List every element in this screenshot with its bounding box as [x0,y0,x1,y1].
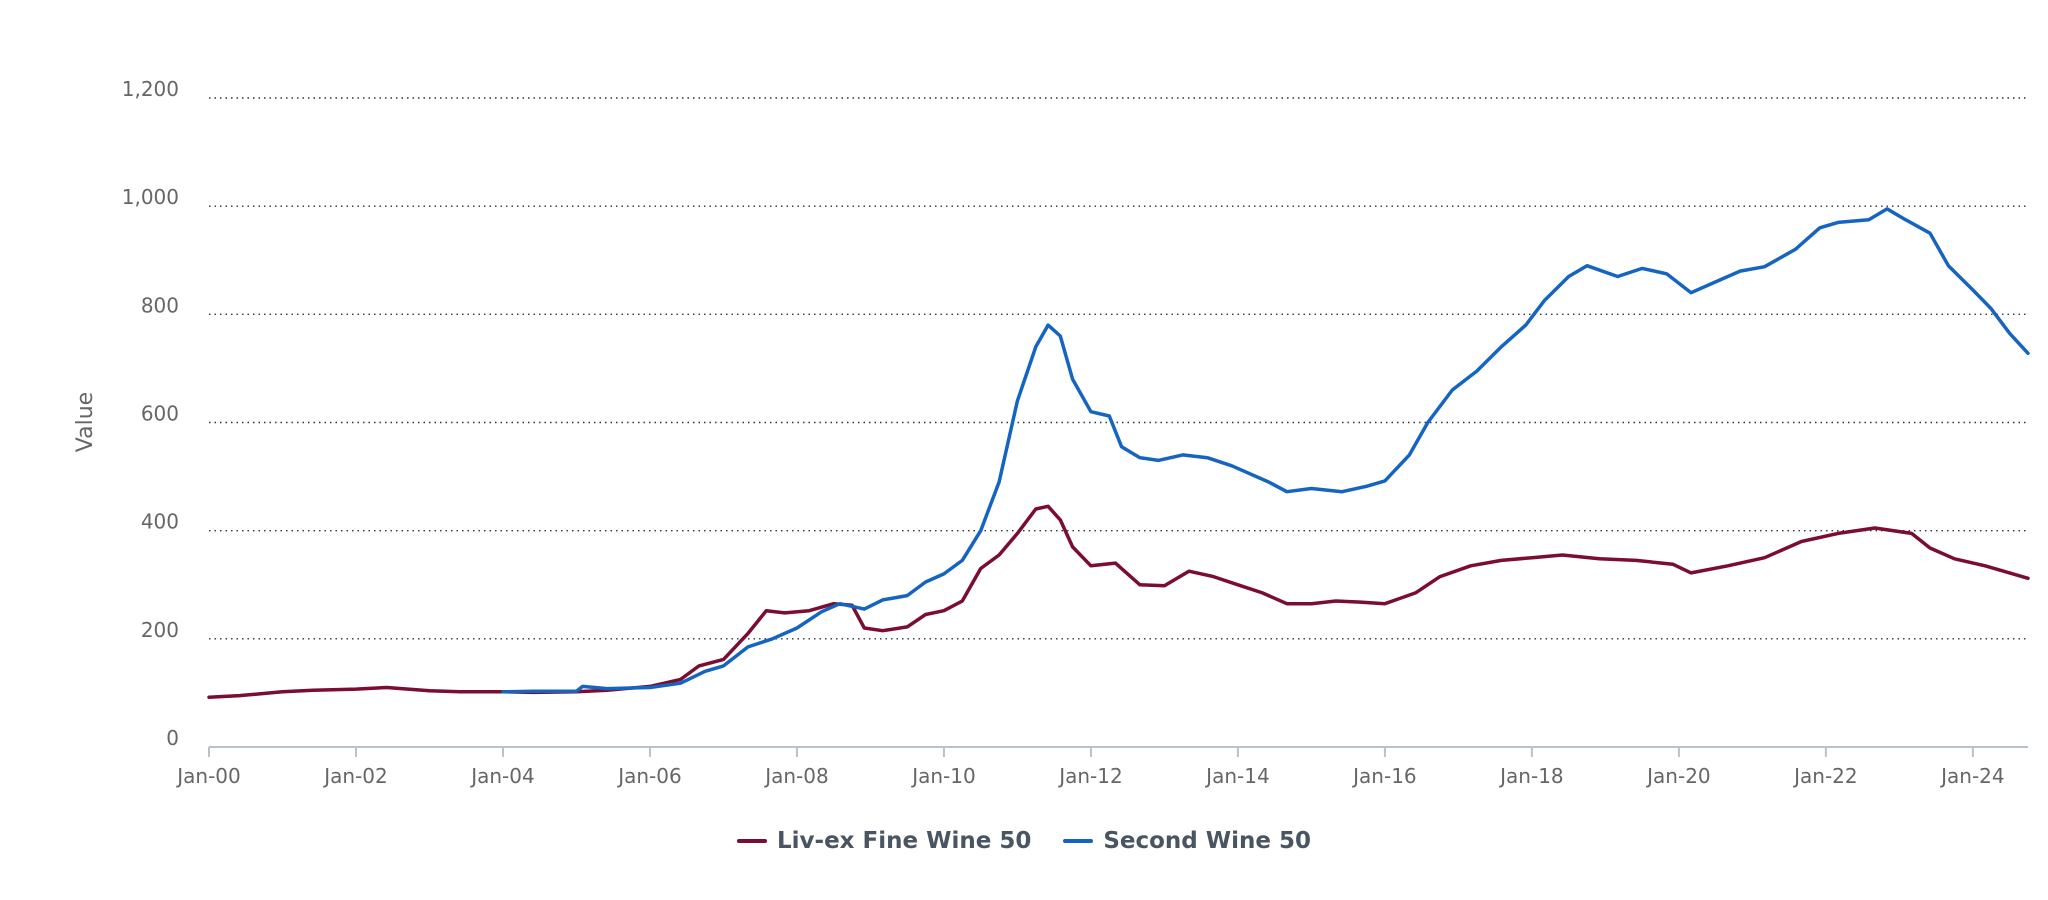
x-tick-label: Jan-16 [1351,764,1417,788]
x-tick-label: Jan-06 [616,764,682,788]
legend-label: Second Wine 50 [1103,828,1312,854]
x-axis-ticks: Jan-00 Jan-02 Jan-04 Jan-06 Jan-08 Jan-10 Jan-… [175,747,2005,788]
series-line-liv-ex-fine-wine-50[interactable] [207,504,2030,699]
x-tick-label: Jan-24 [1939,764,2005,788]
y-tick-label: 1,200 [122,77,179,101]
legend-label: Liv-ex Fine Wine 50 [776,828,1032,854]
x-tick-label: Jan-02 [322,764,388,788]
series-lines [207,207,2030,699]
x-tick-label: Jan-18 [1498,764,1564,788]
y-tick-label: 400 [141,510,179,534]
y-tick-label: 800 [141,293,179,317]
legend-item-second-wine-50[interactable]: Second Wine 50 [1063,828,1311,854]
x-tick-label: Jan-04 [469,764,535,788]
x-tick-label: Jan-12 [1057,764,1123,788]
y-tick-label: 0 [166,726,179,750]
series-line-second-wine-50[interactable] [501,207,2030,694]
legend-swatch-second-wine-50 [1063,839,1094,843]
legend-swatch-liv-ex-fine-wine-50 [736,839,767,843]
gridlines [209,97,2028,640]
x-tick-label: Jan-22 [1792,764,1858,788]
x-tick-label: Jan-00 [175,764,241,788]
x-tick-label: Jan-14 [1204,764,1270,788]
x-tick-label: Jan-20 [1645,764,1711,788]
y-axis-title: Value [73,392,98,452]
y-axis-ticks: 0 200 400 600 800 1,000 1,200 [122,77,179,750]
legend: Liv-ex Fine Wine 50 Second Wine 50 [0,828,2048,854]
x-tick-label: Jan-08 [763,764,829,788]
x-tick-label: Jan-10 [910,764,976,788]
legend-item-liv-ex-fine-wine-50[interactable]: Liv-ex Fine Wine 50 [736,828,1032,854]
y-tick-label: 200 [141,618,179,642]
y-tick-label: 600 [141,402,179,426]
y-tick-label: 1,000 [122,185,179,209]
